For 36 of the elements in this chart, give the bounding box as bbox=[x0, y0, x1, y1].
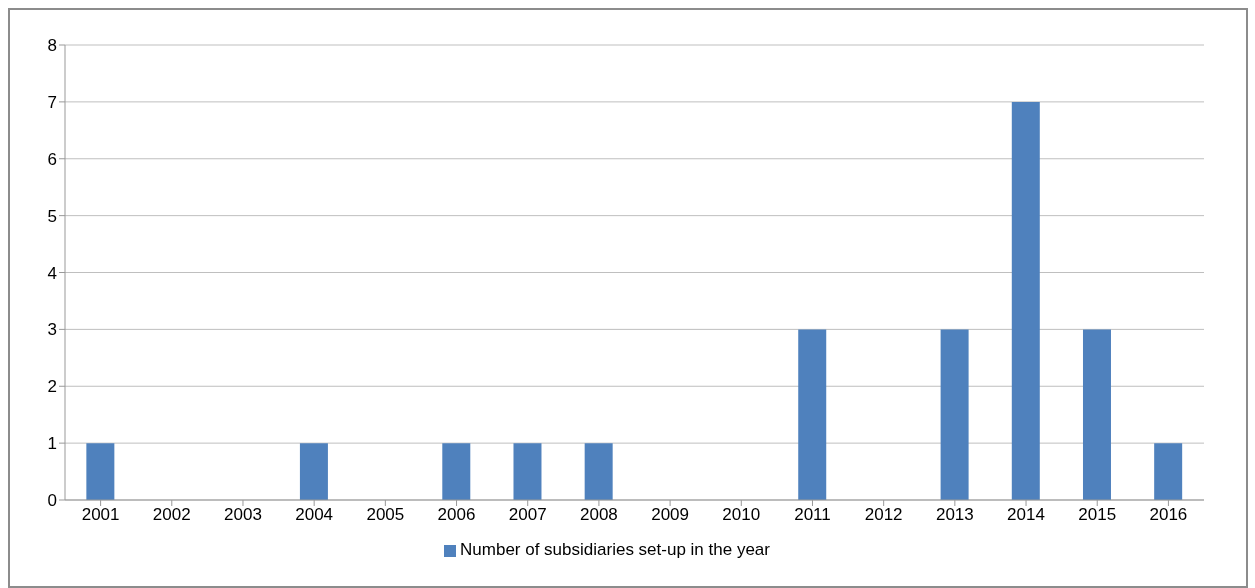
bar bbox=[584, 443, 613, 500]
x-tick-label: 2001 bbox=[81, 505, 120, 525]
x-tick-label: 2011 bbox=[794, 505, 831, 525]
bar bbox=[86, 443, 115, 500]
x-tick-label: 2016 bbox=[1149, 505, 1188, 525]
y-tick-label: 7 bbox=[47, 92, 57, 112]
bar bbox=[1011, 101, 1040, 500]
y-tick-label: 8 bbox=[47, 36, 57, 56]
bar bbox=[513, 443, 542, 500]
bar bbox=[1082, 329, 1111, 500]
x-tick-label: 2014 bbox=[1007, 505, 1045, 525]
x-tick-label: 2012 bbox=[864, 505, 903, 525]
bar bbox=[442, 443, 471, 500]
x-tick-label: 2015 bbox=[1078, 505, 1117, 525]
x-tick-label: 2009 bbox=[651, 505, 690, 525]
x-tick-label: 2005 bbox=[366, 505, 405, 525]
x-tick-label: 2010 bbox=[722, 505, 761, 525]
y-tick-label: 6 bbox=[47, 149, 57, 169]
y-tick-label: 5 bbox=[47, 206, 57, 226]
y-tick-label: 4 bbox=[47, 263, 57, 283]
y-tick-label: 0 bbox=[47, 491, 57, 511]
legend-label: Number of subsidiaries set-up in the year bbox=[460, 540, 770, 559]
x-tick-label: 2004 bbox=[295, 505, 334, 525]
y-tick-label: 2 bbox=[47, 377, 57, 397]
bar bbox=[1154, 443, 1183, 500]
x-tick-label: 2013 bbox=[935, 505, 974, 525]
bar bbox=[798, 329, 827, 500]
x-tick-label: 2006 bbox=[437, 505, 476, 525]
y-tick-label: 1 bbox=[47, 434, 57, 454]
bar bbox=[299, 443, 328, 500]
x-tick-label: 2003 bbox=[224, 505, 262, 525]
x-tick-label: 2008 bbox=[579, 505, 618, 525]
y-tick-label: 3 bbox=[47, 320, 57, 340]
x-tick-label: 2002 bbox=[152, 505, 191, 525]
bar bbox=[940, 329, 969, 500]
x-tick-label: 2007 bbox=[508, 505, 547, 525]
